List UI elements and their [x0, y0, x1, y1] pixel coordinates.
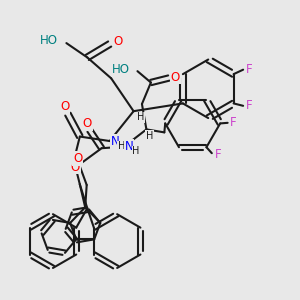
Text: O: O — [171, 70, 180, 84]
Text: O: O — [60, 100, 70, 113]
Text: H: H — [132, 146, 140, 157]
Text: F: F — [214, 148, 221, 161]
Text: N: N — [111, 135, 119, 148]
Text: O: O — [83, 117, 92, 130]
Text: O: O — [73, 152, 83, 165]
Text: H: H — [118, 141, 125, 152]
Text: F: F — [246, 99, 253, 112]
Text: H: H — [137, 112, 145, 122]
Text: O: O — [113, 35, 123, 48]
Text: H: H — [146, 131, 153, 141]
Text: N: N — [125, 140, 134, 153]
Text: HO: HO — [39, 34, 57, 47]
Text: HO: HO — [112, 63, 130, 76]
Text: O: O — [71, 160, 80, 173]
Text: F: F — [246, 63, 252, 76]
Text: F: F — [230, 116, 237, 129]
